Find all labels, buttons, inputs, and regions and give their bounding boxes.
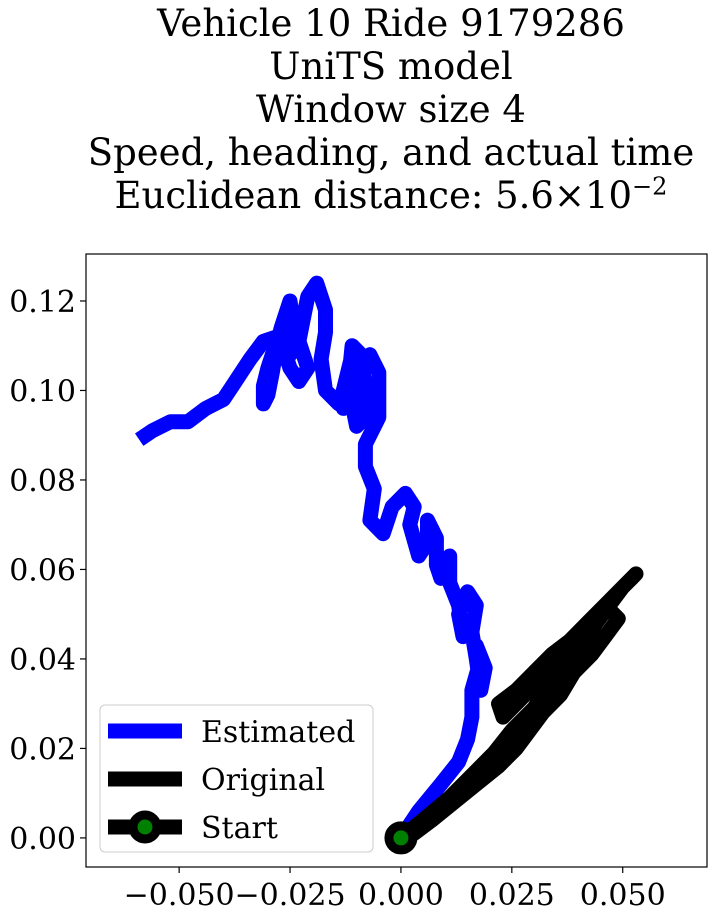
legend-label-estimated: Estimated (201, 715, 355, 750)
axes-frame (85, 253, 708, 868)
title-line-1: Vehicle 10 Ride 9179286 (157, 2, 625, 45)
title-line-4: Speed, heading, and actual time (87, 131, 695, 174)
title-metric: Euclidean distance: 5.6×10 (114, 174, 633, 217)
y-tick-label: 0.08 (9, 464, 76, 499)
title-line-3: Window size 4 (256, 88, 526, 131)
y-tick-label: 0.02 (9, 732, 76, 767)
series-line-original (396, 566, 644, 846)
start-marker (384, 821, 418, 855)
title-line-2: UniTS model (269, 45, 513, 88)
title-metric-exponent: −2 (632, 172, 668, 201)
legend-box (99, 704, 374, 853)
y-tick-label: 0.04 (9, 643, 76, 678)
y-tick-label: 0.12 (9, 285, 76, 320)
y-tick-label: 0.06 (9, 553, 76, 588)
legend-label-original: Original (201, 763, 325, 798)
x-tick-label: −0.050 (124, 878, 235, 913)
y-tick-label: 0.10 (9, 374, 76, 409)
legend-label-start: Start (201, 811, 278, 846)
title-line-5: Euclidean distance: 5.6×10−2 (0, 174, 713, 217)
x-tick-label: 0.025 (469, 878, 555, 913)
x-tick-label: −0.025 (235, 878, 346, 913)
x-tick-label: 0.000 (358, 878, 444, 913)
legend-start-marker (128, 810, 162, 844)
series-line-estimated (134, 275, 493, 843)
x-tick-label: 0.050 (580, 878, 666, 913)
y-tick-label: 0.00 (9, 822, 76, 857)
chart-title: Vehicle 10 Ride 9179286 UniTS model Wind… (0, 2, 713, 217)
